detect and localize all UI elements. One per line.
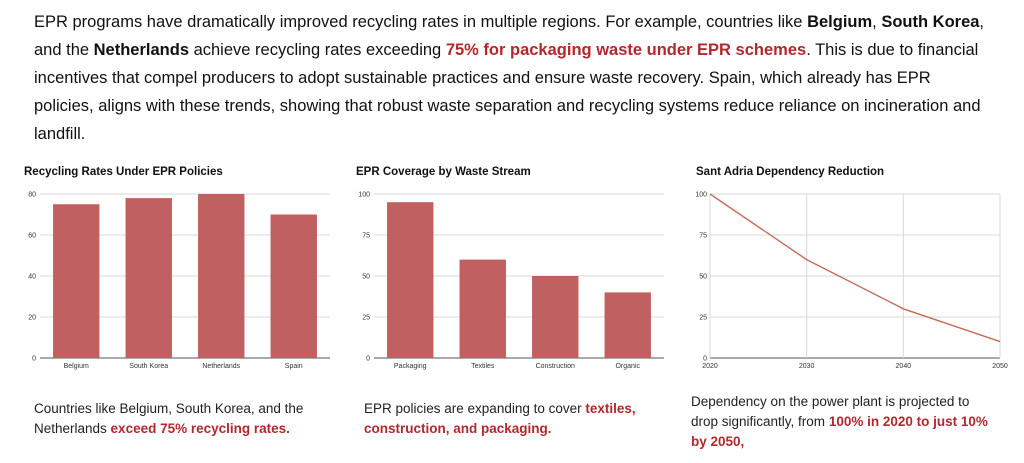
y-tick-label: 25 (699, 315, 707, 322)
y-tick-label: 50 (699, 274, 707, 281)
y-tick-label: 80 (28, 192, 36, 199)
chart-title: Sant Adria Dependency Reduction (696, 166, 885, 178)
epr-coverage-chart: 0 25 50 75 100 Packaging Textiles Construction O… (358, 192, 664, 370)
caption-highlight: exceed 75% recycling rates. (110, 421, 290, 436)
y-tick-label: 60 (28, 233, 36, 240)
country-netherlands: Netherlands (93, 41, 189, 59)
chart-title: EPR Coverage by Waste Stream (356, 166, 531, 178)
series-line (709, 193, 1001, 343)
bar-organic (604, 292, 651, 358)
country-south-korea: South Korea (881, 13, 980, 31)
x-tick-label: Organic (615, 363, 640, 370)
y-tick-label: 20 (28, 315, 36, 322)
caption-coverage: EPR policies are expanding to cover text… (364, 401, 636, 436)
y-tick-label: 0 (703, 356, 707, 363)
intro-paragraph: EPR programs have dramatically improved … (34, 13, 985, 143)
dependency-line-chart: 0 25 50 75 100 2020 2030 2040 2050 (695, 192, 1008, 371)
x-tick-label: Construction (536, 363, 575, 370)
y-tick-label: 75 (699, 233, 707, 240)
y-tick-label: 75 (362, 233, 370, 240)
x-tick-label: 2030 (799, 363, 815, 370)
x-tick-label: 2050 (992, 363, 1008, 370)
x-tick-label: 2020 (702, 363, 718, 370)
chart-panel-recycling-rates: Recycling Rates Under EPR Policies 0 20 40… (24, 166, 344, 399)
bar-spain (270, 214, 317, 358)
bar-construction (532, 276, 579, 358)
caption-dependency: Dependency on the power plant is project… (691, 394, 988, 449)
x-tick-label: Textiles (471, 363, 495, 370)
caption-recycling: Countries like Belgium, South Korea, and… (34, 401, 304, 436)
x-tick-label: Belgium (64, 363, 89, 370)
bar-belgium (53, 204, 100, 358)
y-tick-label: 100 (358, 192, 370, 199)
chart-panel-epr-coverage: EPR Coverage by Waste Stream 0 25 50 75 100 P… (356, 166, 676, 399)
x-tick-label: Spain (285, 363, 303, 370)
y-tick-label: 50 (362, 274, 370, 281)
y-tick-label: 40 (28, 274, 36, 281)
country-belgium: Belgium (807, 13, 873, 31)
chart-title: Recycling Rates Under EPR Policies (24, 166, 223, 178)
x-tick-label: Packaging (394, 363, 427, 370)
y-tick-label: 0 (32, 356, 36, 363)
caption-highlight: textiles, construction, and packaging. (364, 401, 636, 436)
recycling-rates-chart: 0 20 40 60 80 Belgium South Korea Netherlands Sp… (28, 192, 330, 370)
x-tick-label: Netherlands (202, 363, 240, 370)
x-tick-label: South Korea (129, 363, 168, 370)
intro-highlight: 75% for packaging waste under EPR scheme… (445, 41, 807, 59)
x-tick-label: 2040 (896, 363, 912, 370)
bar-packaging (387, 202, 434, 358)
y-tick-label: 100 (696, 192, 707, 199)
chart-panel-dependency: Sant Adria Dependency Reduction 0 25 50 75 1… (695, 166, 1016, 399)
caption-highlight: 100% in 2020 to just 10% by 2050, (691, 414, 988, 449)
y-tick-label: 0 (366, 356, 370, 363)
bar-textiles (459, 259, 506, 358)
bar-netherlands (198, 194, 245, 358)
bar-south-korea (125, 198, 172, 358)
y-tick-label: 25 (362, 315, 370, 322)
